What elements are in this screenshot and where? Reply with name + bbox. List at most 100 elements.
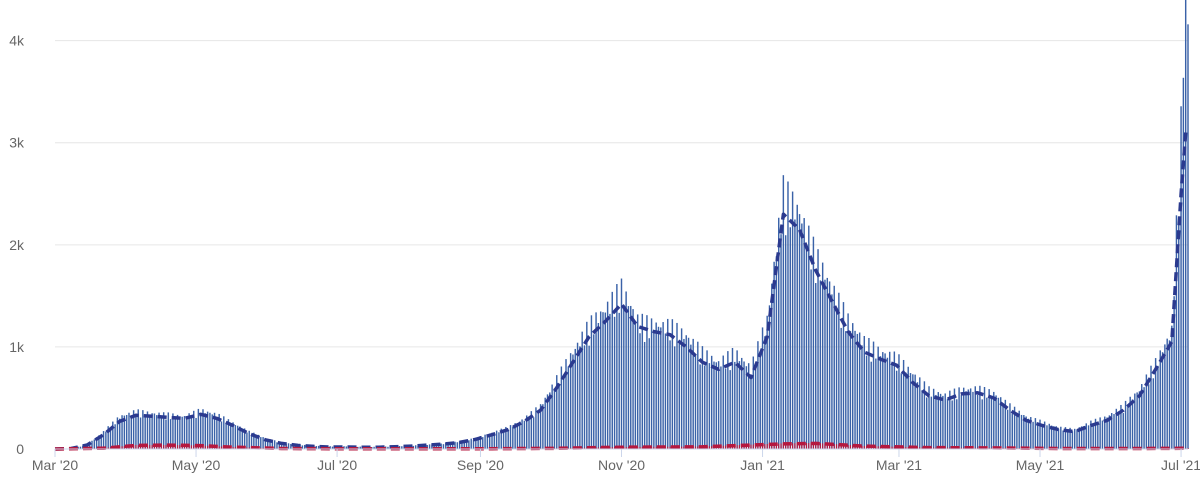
bar [896, 371, 897, 449]
bar [151, 413, 152, 449]
bar [126, 415, 127, 449]
bar [1127, 406, 1128, 449]
bar [861, 345, 862, 449]
bar [898, 354, 899, 449]
bar [799, 214, 800, 449]
bar [588, 346, 589, 449]
bar [658, 327, 659, 449]
bar [762, 327, 763, 449]
bar [750, 375, 751, 449]
bar [741, 358, 742, 449]
bar [792, 443, 793, 449]
bar [760, 355, 761, 449]
bar [290, 444, 291, 449]
bar [901, 373, 902, 449]
bar [191, 445, 192, 449]
bar [875, 359, 876, 449]
bar [198, 409, 199, 449]
bar [1143, 387, 1144, 449]
bar [785, 235, 786, 449]
bar [764, 336, 765, 449]
bar [808, 443, 809, 449]
x-tick-label: Jan '21 [740, 457, 785, 473]
bar [429, 444, 430, 449]
bar [1092, 425, 1093, 449]
bar [836, 444, 837, 449]
bar [165, 445, 166, 449]
bar [551, 385, 552, 449]
bar [921, 390, 922, 449]
bar [533, 417, 534, 449]
bar [679, 342, 680, 449]
bar [149, 415, 150, 449]
bar [780, 443, 781, 449]
bar [216, 417, 217, 449]
x-tick-label: Nov '20 [598, 457, 645, 473]
bar [563, 378, 564, 449]
bar [1164, 344, 1165, 449]
bar [822, 263, 823, 449]
bar [725, 369, 726, 449]
bar [1185, 0, 1186, 449]
bar [470, 439, 471, 449]
bar [630, 306, 631, 449]
bar [1102, 421, 1103, 449]
bar [1028, 419, 1029, 449]
bar [956, 399, 957, 449]
bar [829, 281, 830, 449]
bar [817, 249, 818, 449]
bar [510, 425, 511, 449]
bar [674, 346, 675, 449]
bar [884, 353, 885, 449]
bar [840, 328, 841, 449]
bar [512, 427, 513, 449]
bar [746, 366, 747, 449]
bar [857, 334, 858, 449]
bar [845, 331, 846, 449]
bar [1009, 403, 1010, 449]
y-tick-label: 0 [16, 441, 24, 457]
bar [998, 398, 999, 449]
bar [810, 269, 811, 449]
bar [1021, 415, 1022, 449]
bar [1037, 425, 1038, 449]
bar [1058, 429, 1059, 449]
bar [806, 246, 807, 449]
x-tick-label: Jul '21 [1161, 457, 1200, 473]
bar [623, 305, 624, 449]
bar [776, 256, 777, 449]
bar [1166, 339, 1167, 449]
bar [940, 394, 941, 449]
bar [649, 338, 650, 449]
bar [827, 278, 828, 449]
bar [602, 312, 603, 449]
bar [94, 439, 95, 449]
bar [607, 302, 608, 449]
bar [165, 419, 166, 449]
y-tick-label: 4k [9, 33, 25, 49]
bar [1153, 378, 1154, 449]
bar [720, 366, 721, 449]
bar [729, 370, 730, 449]
bar [917, 382, 918, 449]
bar [498, 432, 499, 449]
x-tick-label: Mar '20 [32, 457, 78, 473]
bar [1123, 413, 1124, 449]
bar [575, 349, 576, 449]
bar [535, 407, 536, 449]
bar [848, 445, 849, 449]
x-tick-label: May '21 [1016, 457, 1065, 473]
bar [887, 358, 888, 449]
bar [697, 342, 698, 449]
bar [669, 340, 670, 449]
bar [871, 362, 872, 449]
bar [991, 396, 992, 449]
bar-layer [57, 0, 1189, 449]
bar [1160, 350, 1161, 449]
bar [831, 294, 832, 449]
bar [977, 395, 978, 449]
bar [820, 443, 821, 449]
average-line [55, 133, 1186, 450]
bar [947, 399, 948, 449]
bar [734, 362, 735, 449]
